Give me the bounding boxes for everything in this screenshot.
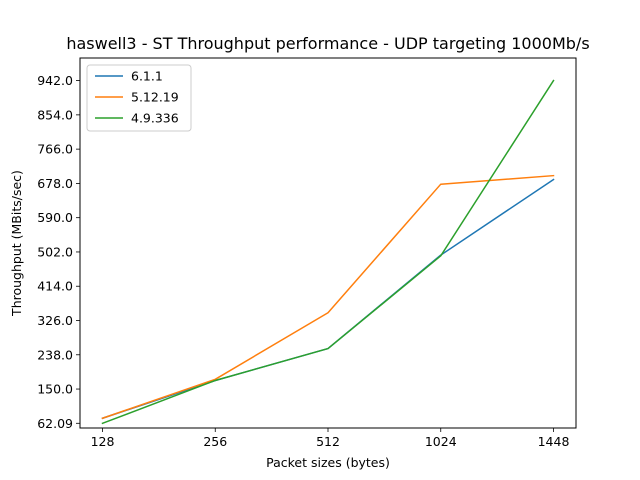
x-tick-label: 256	[203, 434, 227, 449]
legend: 6.1.1 5.12.19 4.9.336	[86, 64, 192, 132]
x-axis-label: Packet sizes (bytes)	[266, 455, 390, 470]
series-line-2	[101, 79, 555, 425]
y-tick-label: 150.0	[37, 382, 73, 397]
y-tick-label: 414.0	[37, 279, 73, 294]
series-line-0	[101, 178, 555, 420]
x-axis: 128 256 512 1024 1448	[91, 428, 570, 449]
y-axis: 62.09 150.0 238.0 326.0 414.0 502.0 590.0 678.0…	[37, 73, 80, 431]
y-tick-label: 62.09	[37, 416, 73, 431]
legend-label-0: 6.1.1	[131, 69, 163, 84]
y-tick-label: 238.0	[37, 347, 73, 362]
y-tick-label: 326.0	[37, 313, 73, 328]
y-tick-label: 766.0	[37, 142, 73, 157]
y-tick-label: 942.0	[37, 73, 73, 88]
legend-label-2: 4.9.336	[131, 111, 179, 126]
y-tick-label: 502.0	[37, 244, 73, 259]
x-tick-label: 512	[316, 434, 340, 449]
plot-lines	[101, 79, 555, 425]
y-tick-label: 854.0	[37, 107, 73, 122]
legend-box	[86, 64, 192, 132]
chart-title: haswell3 - ST Throughput performance - U…	[66, 34, 589, 53]
y-tick-label: 678.0	[37, 176, 73, 191]
legend-label-1: 5.12.19	[131, 90, 179, 105]
y-tick-label: 590.0	[37, 210, 73, 225]
x-tick-label: 128	[91, 434, 115, 449]
y-axis-label: Throughput (MBits/sec)	[9, 170, 24, 317]
x-tick-label: 1024	[425, 434, 457, 449]
series-line-1	[101, 174, 555, 420]
x-tick-label: 1448	[538, 434, 570, 449]
